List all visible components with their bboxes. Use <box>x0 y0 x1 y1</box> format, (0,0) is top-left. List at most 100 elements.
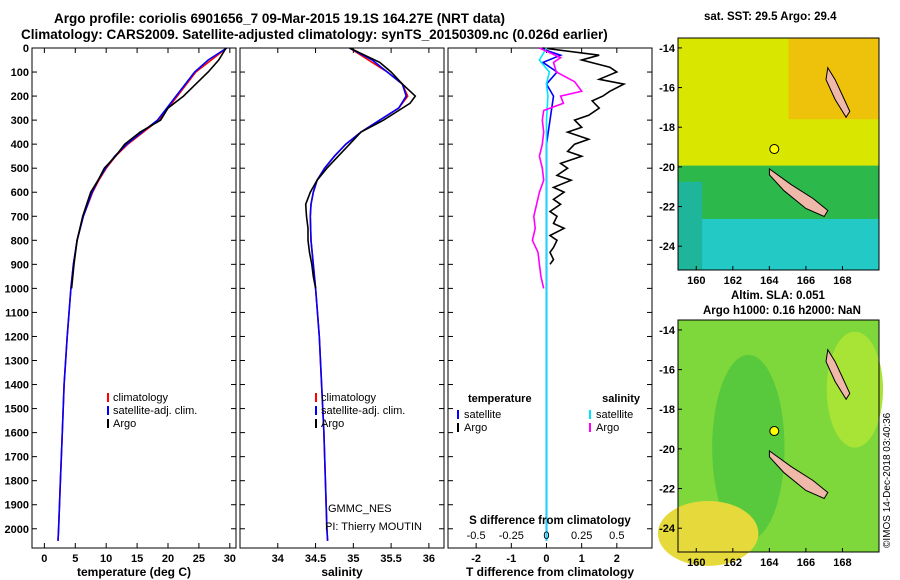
xtick-label: 1 <box>579 553 585 565</box>
sla-map-subtitle: Argo h1000: 0.16 h2000: NaN <box>703 305 861 317</box>
ytick-label: 100 <box>11 67 29 79</box>
float-position-marker <box>769 426 780 437</box>
map-ytick-label: -14 <box>659 325 676 337</box>
map-frame <box>677 319 880 553</box>
legend-label: satellite-adj. clim. <box>321 405 405 417</box>
secondary-axis-label: S difference from climatology <box>469 515 631 527</box>
ytick-label: 2000 <box>5 524 29 536</box>
ytick-label: 1700 <box>5 452 29 464</box>
legend-title-temperature: temperature <box>468 393 532 405</box>
annotation-pi: PI: Thierry MOUTIN <box>325 521 422 533</box>
ytick-label: 1500 <box>5 404 29 416</box>
map-xtick-label: 166 <box>797 557 815 569</box>
legend-label: climatology <box>113 392 169 404</box>
ytick-label: 600 <box>11 187 29 199</box>
series-s-argo <box>531 47 584 289</box>
xaxis-label: T difference from climatology <box>466 565 634 579</box>
secondary-tick-label: 0.25 <box>571 530 592 542</box>
map-ytick-label: -24 <box>659 523 676 535</box>
title-line-2: Climatology: CARS2009. Satellite-adjuste… <box>21 27 608 42</box>
map-xtick-label: 160 <box>687 275 705 287</box>
xtick-label: 30 <box>224 553 236 565</box>
map-xtick-label: 164 <box>760 557 779 569</box>
xtick-label: 35.5 <box>380 553 401 565</box>
sla-map-title: Altim. SLA: 0.051 <box>731 290 825 302</box>
annotation-gmmc: GMMC_NES <box>328 503 392 515</box>
xtick-label: -2 <box>471 553 481 565</box>
ytick-label: 1400 <box>5 380 29 392</box>
ytick-label: 1900 <box>5 500 29 512</box>
map-xtick-label: 162 <box>724 557 742 569</box>
xaxis-label: temperature (deg C) <box>77 565 191 579</box>
new-caledonia-land <box>768 449 829 500</box>
legend-label: climatology <box>321 392 377 404</box>
secondary-tick-label: 0.5 <box>609 530 624 542</box>
map-ytick-label: -18 <box>659 404 675 416</box>
map-xtick-label: 162 <box>724 275 742 287</box>
map-ytick-label: -22 <box>659 484 675 496</box>
ytick-label: 1000 <box>5 283 29 295</box>
series-argo <box>304 47 417 289</box>
panel-frame-0 <box>31 47 237 549</box>
ytick-label: 900 <box>11 259 29 271</box>
map-xtick-label: 164 <box>760 275 779 287</box>
vanuatu-land <box>825 348 851 401</box>
map-ytick-label: -20 <box>659 162 675 174</box>
legend-label: satellite <box>596 409 633 421</box>
sst-cold-band <box>678 218 879 270</box>
secondary-tick-label: -0.25 <box>499 530 524 542</box>
sla-patch <box>826 331 884 448</box>
ytick-label: 300 <box>11 115 29 127</box>
legend-label: Argo <box>464 422 487 434</box>
panel-frame-1 <box>239 47 445 549</box>
series-satellite-adj-clim- <box>309 47 408 541</box>
map-ytick-label: -18 <box>659 122 675 134</box>
legend-label: satellite-adj. clim. <box>113 405 197 417</box>
xtick-label: 35 <box>347 553 359 565</box>
legend-label: Argo <box>113 418 136 430</box>
secondary-tick-label: -0.5 <box>467 530 486 542</box>
map-xtick-label: 166 <box>797 275 815 287</box>
xtick-label: 10 <box>100 553 112 565</box>
map-xtick-label: 160 <box>687 557 705 569</box>
map-ytick-label: -14 <box>659 43 676 55</box>
ytick-label: 1100 <box>5 307 29 319</box>
map-xtick-label: 168 <box>833 275 851 287</box>
ytick-label: 400 <box>11 139 29 151</box>
ytick-label: 0 <box>23 43 29 55</box>
series-t-argo <box>542 47 627 265</box>
map-xtick-label: 168 <box>833 557 851 569</box>
xaxis-label: salinity <box>321 565 363 579</box>
ytick-label: 1300 <box>5 356 29 368</box>
sst-edge <box>678 181 703 270</box>
ytick-label: 700 <box>11 211 29 223</box>
map-ytick-label: -24 <box>659 241 676 253</box>
xtick-label: 0 <box>543 553 549 565</box>
panel-frame-2 <box>447 47 653 549</box>
map-sla <box>657 319 884 566</box>
ytick-label: 1800 <box>5 476 29 488</box>
xtick-label: 34 <box>272 553 285 565</box>
series-argo <box>70 47 227 289</box>
xtick-label: 5 <box>72 553 78 565</box>
xtick-label: 36 <box>423 553 435 565</box>
legend-label: Argo <box>596 422 619 434</box>
sst-map-title: sat. SST: 29.5 Argo: 29.4 <box>704 11 837 23</box>
ytick-label: 500 <box>11 163 29 175</box>
legend-label: Argo <box>321 418 344 430</box>
float-position-marker <box>769 144 780 155</box>
sla-eddy <box>712 354 785 541</box>
xtick-label: 15 <box>131 553 143 565</box>
vanuatu-land <box>825 66 851 119</box>
xtick-label: 0 <box>41 553 47 565</box>
map-ytick-label: -22 <box>659 202 675 214</box>
xtick-label: 2 <box>614 553 620 565</box>
secondary-tick-label: 0 <box>543 530 549 542</box>
legend-title-salinity: salinity <box>602 393 641 405</box>
map-frame <box>677 37 880 271</box>
map-ytick-label: -20 <box>659 444 675 456</box>
legend-label: satellite <box>464 409 501 421</box>
xtick-label: 34.5 <box>305 553 326 565</box>
xtick-label: 20 <box>162 553 174 565</box>
